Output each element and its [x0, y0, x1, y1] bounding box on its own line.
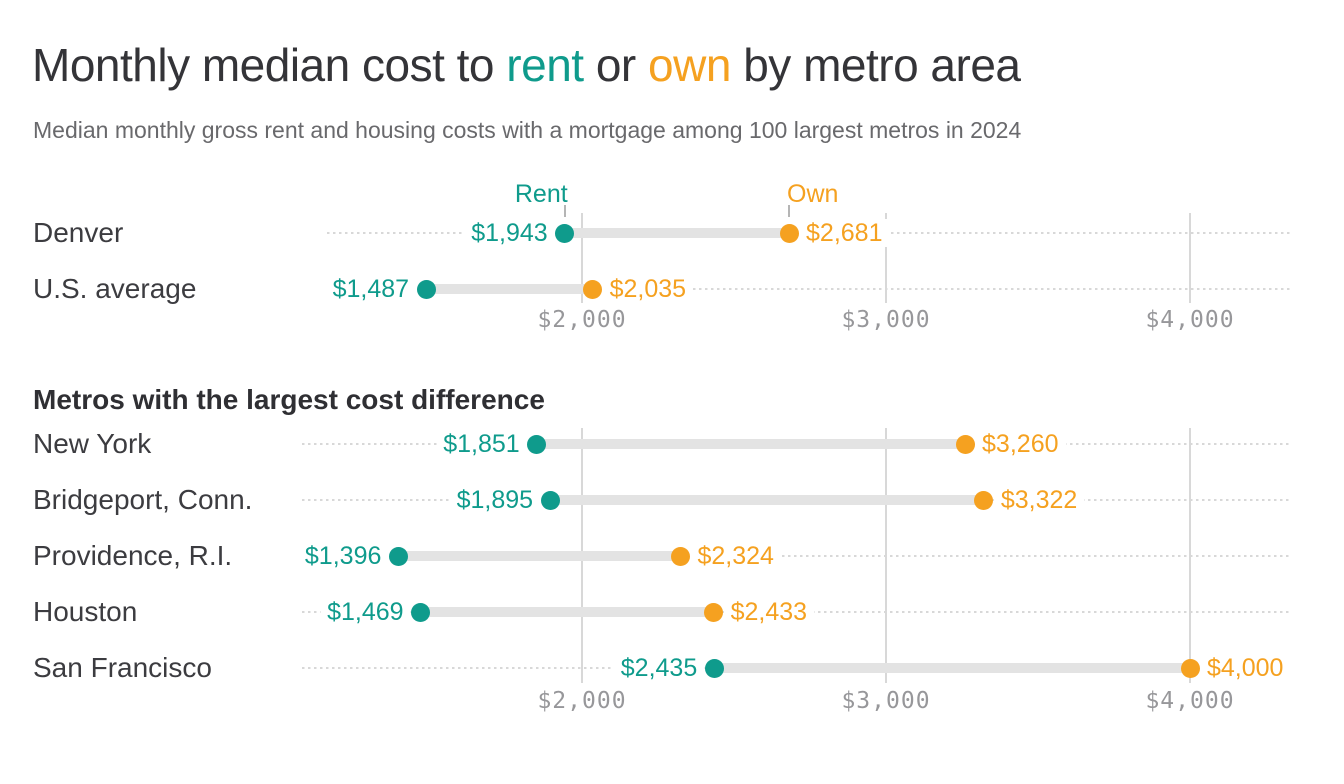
axis-tick-label: $3,000: [841, 688, 931, 714]
own-value-label: $3,322: [993, 486, 1085, 514]
rent-dot: [416, 279, 436, 299]
own-dot: [704, 602, 724, 622]
own-value-label: $2,035: [602, 275, 694, 303]
row-connector-bar: [550, 495, 984, 505]
own-dot: [670, 546, 690, 566]
own-dot: [955, 434, 975, 454]
row-connector-bar: [398, 551, 681, 561]
own-value-label: $2,433: [723, 598, 815, 626]
row-label: San Francisco: [33, 652, 212, 683]
rent-dot: [388, 546, 408, 566]
gridline: [581, 213, 583, 303]
legend-rent-tick: [563, 205, 566, 217]
rent-value-label: $1,943: [464, 219, 555, 247]
rent-dot: [527, 434, 547, 454]
row-label: Denver: [33, 217, 124, 248]
axis-tick-label: $3,000: [841, 307, 931, 333]
rent-value-label: $1,487: [325, 275, 417, 303]
rent-dot: [704, 658, 724, 678]
row-label: New York: [33, 428, 152, 459]
axis-tick-label: $2,000: [537, 688, 627, 714]
row-label: Providence, R.I.: [33, 540, 233, 571]
axis-tick-label: $4,000: [1145, 688, 1235, 714]
rent-value-label: $2,435: [613, 654, 705, 682]
rent-value-label: $1,851: [436, 430, 527, 458]
rent-dot: [411, 602, 431, 622]
rent-dot: [540, 490, 560, 510]
title-segment: or: [583, 39, 649, 91]
own-value-label: $4,000: [1200, 654, 1291, 682]
legend-own-label: Own: [787, 180, 839, 208]
axis-tick-label: $2,000: [537, 307, 627, 333]
own-dot: [974, 490, 994, 510]
legend-own-tick: [788, 205, 791, 217]
title-rent-word: rent: [506, 39, 584, 91]
row-connector-bar: [714, 663, 1190, 673]
row-dotted-line: [327, 288, 1290, 290]
row-label: Houston: [33, 596, 138, 627]
row-label: Bridgeport, Conn.: [33, 484, 253, 515]
title-own-word: own: [648, 39, 731, 91]
legend-rent-label: Rent: [514, 180, 568, 208]
rent-value-label: $1,396: [297, 542, 389, 570]
own-value-label: $2,324: [690, 542, 781, 570]
row-connector-bar: [536, 439, 966, 449]
chart-subtitle: Median monthly gross rent and housing co…: [33, 117, 1022, 143]
axis-tick-label: $4,000: [1145, 307, 1235, 333]
own-dot: [1180, 658, 1200, 678]
own-value-label: $3,260: [975, 430, 1066, 458]
rent-dot: [555, 223, 575, 243]
rent-value-label: $1,895: [449, 486, 541, 514]
title-segment: Monthly median cost to: [32, 39, 507, 91]
row-connector-bar: [426, 284, 593, 294]
section-header: Metros with the largest cost difference: [33, 384, 545, 415]
title-segment: by metro area: [730, 39, 1021, 91]
row-label: U.S. average: [33, 273, 197, 304]
row-connector-bar: [564, 228, 790, 238]
chart-title: Monthly median cost to rent or own by me…: [32, 36, 1021, 94]
gridline: [1189, 213, 1191, 303]
own-dot: [779, 223, 799, 243]
own-dot: [583, 279, 603, 299]
rent-value-label: $1,469: [320, 598, 411, 626]
row-connector-bar: [420, 607, 714, 617]
row-dotted-line: [302, 555, 1290, 557]
own-value-label: $2,681: [799, 219, 890, 247]
gridline: [885, 213, 887, 303]
